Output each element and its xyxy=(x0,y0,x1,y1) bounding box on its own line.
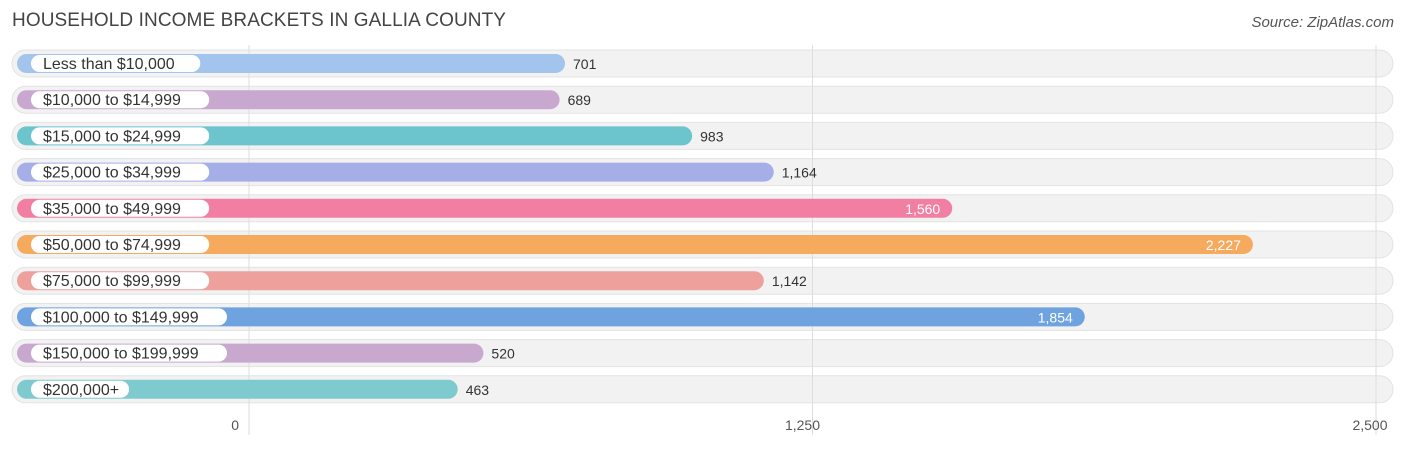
value-label: 2,227 xyxy=(1206,237,1241,253)
bar xyxy=(17,235,1253,254)
category-label-pill xyxy=(31,308,227,326)
category-label: $100,000 to $149,999 xyxy=(43,309,199,326)
value-label: 1,854 xyxy=(1038,309,1073,325)
x-tick-label: 2,500 xyxy=(1352,417,1387,433)
category-label-pill xyxy=(31,91,210,109)
value-label: 689 xyxy=(568,92,592,108)
category-label-pill xyxy=(31,380,130,398)
value-label: 463 xyxy=(466,382,490,398)
category-label: $150,000 to $199,999 xyxy=(43,346,199,363)
category-label-pill xyxy=(31,236,210,253)
category-label: $200,000+ xyxy=(43,382,119,399)
value-label: 1,142 xyxy=(772,273,807,289)
bar xyxy=(17,198,953,218)
category-label: Less than $10,000 xyxy=(43,56,175,73)
category-label: $25,000 to $34,999 xyxy=(43,165,181,182)
category-label-pill xyxy=(31,55,201,72)
value-label: 520 xyxy=(491,346,515,362)
category-label: $50,000 to $74,999 xyxy=(43,237,181,254)
category-label-pill xyxy=(31,272,210,290)
value-label: 1,560 xyxy=(905,201,940,217)
category-label: $75,000 to $99,999 xyxy=(43,273,181,290)
bar xyxy=(17,307,1085,327)
chart-title: HOUSEHOLD INCOME BRACKETS IN GALLIA COUN… xyxy=(12,10,507,31)
category-label-pill xyxy=(31,127,210,145)
category-label-pill xyxy=(31,163,210,181)
category-label: $10,000 to $14,999 xyxy=(43,92,181,109)
category-label-pill xyxy=(31,199,210,217)
x-tick-label: 1,250 xyxy=(785,417,820,433)
x-tick-label: 0 xyxy=(231,417,239,433)
category-label: $15,000 to $24,999 xyxy=(43,128,181,145)
value-label: 983 xyxy=(700,128,724,144)
source-label: Source: ZipAtlas.com xyxy=(1251,14,1394,31)
value-label: 701 xyxy=(573,56,597,72)
category-label-pill xyxy=(31,344,227,362)
value-label: 1,164 xyxy=(782,165,817,181)
category-label: $35,000 to $49,999 xyxy=(43,201,181,218)
